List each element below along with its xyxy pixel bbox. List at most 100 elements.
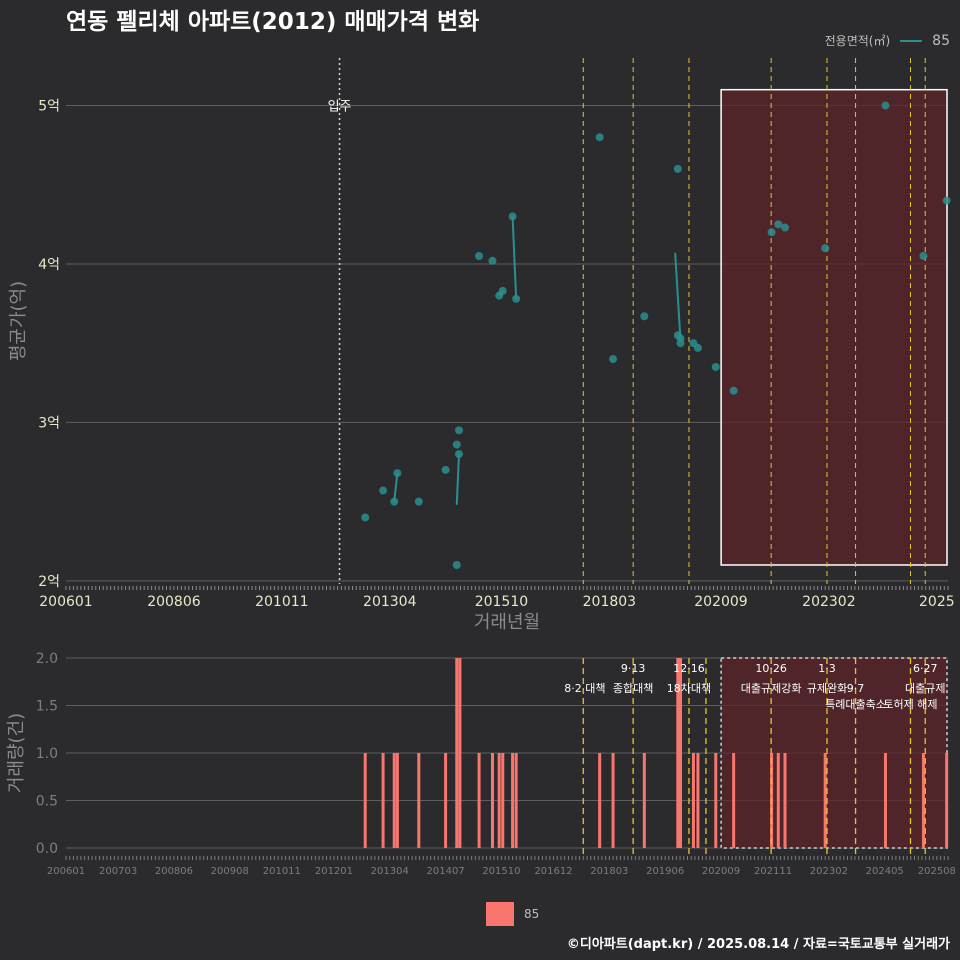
bar-legend-swatch [486, 902, 514, 926]
bar-x-tick-label: 202111 [754, 866, 792, 877]
policy-highlight-box [720, 88, 948, 566]
bar-x-tick-label: 200601 [47, 866, 85, 877]
policy-annotation: 1·3 [818, 662, 836, 675]
policy-annotation: 12·16 [673, 662, 705, 675]
volume-bar [511, 753, 515, 848]
volume-bar [770, 753, 774, 848]
bar-y-tick-label: 2.0 [36, 651, 58, 667]
move-in-label: 입주 [328, 100, 352, 115]
price-point [942, 196, 951, 205]
price-point [475, 252, 484, 261]
bar-y-tick-label: 1.5 [36, 699, 58, 715]
bar-y-tick-label: 0.0 [36, 841, 58, 857]
price-point [361, 513, 370, 522]
bar-x-tick-label: 201304 [371, 866, 409, 877]
x-tick-label: 200601 [39, 594, 92, 610]
volume-bar [676, 658, 680, 848]
volume-bar [783, 753, 787, 848]
x-tick-label: 201304 [363, 594, 417, 610]
price-trend-segment [511, 216, 518, 299]
bar-y-tick-label: 1.0 [36, 746, 58, 762]
volume-bar [598, 753, 602, 848]
bar-x-tick-label: 201407 [427, 866, 465, 877]
policy-annotation: 9·7 [847, 682, 865, 695]
bar-x-tick-label: 201803 [590, 866, 628, 877]
volume-bar [363, 753, 367, 848]
policy-annotation: 대출규제강화 [741, 682, 802, 695]
volume-bar [497, 753, 501, 848]
legend-title: 전용면적(㎡) [824, 34, 891, 48]
policy-annotation: 10·26 [755, 662, 787, 675]
bar-legend: 85 [486, 902, 539, 926]
bar-y-axis-title: 거래량(건) [6, 713, 27, 793]
volume-bar [477, 753, 481, 848]
price-point [452, 560, 461, 569]
volume-bar [776, 753, 780, 848]
bar-x-tick-label: 202405 [866, 866, 904, 877]
volume-bar [678, 658, 682, 848]
price-point [452, 440, 461, 449]
volume-bar [921, 753, 925, 848]
y-tick-label: 5억 [38, 99, 60, 115]
volume-bar [514, 753, 518, 848]
policy-annotation: 대출규제 [905, 682, 945, 695]
volume-bar [458, 658, 462, 848]
bar-legend-label: 85 [524, 907, 540, 921]
x-tick-label: 2025 [919, 594, 955, 610]
x-tick-label: 201510 [475, 594, 528, 610]
price-point [512, 294, 521, 303]
price-point [454, 450, 463, 459]
price-point [881, 101, 890, 110]
policy-annotation: 토허제 해제 [883, 697, 937, 711]
bar-x-tick-label: 201510 [482, 866, 520, 877]
bar-x-tick-label: 201906 [646, 866, 684, 877]
x-tick-label: 201803 [583, 594, 636, 610]
price-point [821, 244, 830, 253]
policy-annotation: 특례대출축소 [825, 698, 886, 711]
price-chart: 2억 3억 4억 5억 입주 200601 200806 201011 201304 201510… [8, 58, 955, 633]
policy-annotation: 9·13 [621, 662, 646, 675]
price-trend-segment [455, 454, 460, 505]
price-point [454, 426, 463, 435]
price-point [711, 362, 720, 371]
price-point [609, 355, 618, 364]
bar-x-tick-label: 201201 [315, 866, 353, 877]
volume-bar [823, 753, 827, 848]
x-tick-label: 202302 [802, 594, 855, 610]
bar-highlight-box [720, 657, 948, 849]
volume-bar [381, 753, 385, 848]
y-tick-label: 4억 [38, 257, 60, 273]
price-point [595, 133, 604, 142]
bar-x-tick-label: 201011 [263, 866, 301, 877]
bar-x-tick-label: 200703 [99, 866, 137, 877]
price-point [441, 465, 450, 474]
x-tick-label: 200806 [147, 594, 201, 610]
volume-bar [395, 753, 399, 848]
bar-x-tick-label: 202302 [810, 866, 848, 877]
legend-line-swatch [900, 39, 923, 42]
x-axis-title: 거래년월 [474, 612, 540, 633]
y-axis-title: 평균가(억) [8, 281, 29, 361]
volume-bar [691, 753, 695, 848]
volume-bar [732, 753, 736, 848]
price-point [498, 286, 507, 295]
policy-annotation: 6·27 [913, 662, 938, 675]
volume-bar [490, 753, 494, 848]
chart-title: 연동 펠리체 아파트(2012) 매매가격 변화 [66, 9, 480, 35]
volume-bar [696, 753, 700, 848]
volume-bar [945, 753, 949, 848]
policy-annotation: 18차대책 [667, 682, 711, 695]
price-point [919, 252, 928, 261]
price-point [673, 164, 682, 173]
price-point [393, 469, 402, 478]
bar-x-tick-label: 200806 [155, 866, 193, 877]
policy-annotation: 종합대책 [613, 682, 653, 695]
source-credit: ©디아파트(dapt.kr) / 2025.08.14 / 자료=국토교통부 실… [566, 937, 950, 952]
price-point [508, 212, 517, 221]
volume-bar [611, 753, 615, 848]
volume-bar [883, 753, 887, 848]
bar-x-tick-label: 202508 [918, 866, 956, 877]
volume-bar [714, 753, 718, 848]
volume-bar [455, 658, 459, 848]
bar-x-tick-label: 200908 [211, 866, 249, 877]
